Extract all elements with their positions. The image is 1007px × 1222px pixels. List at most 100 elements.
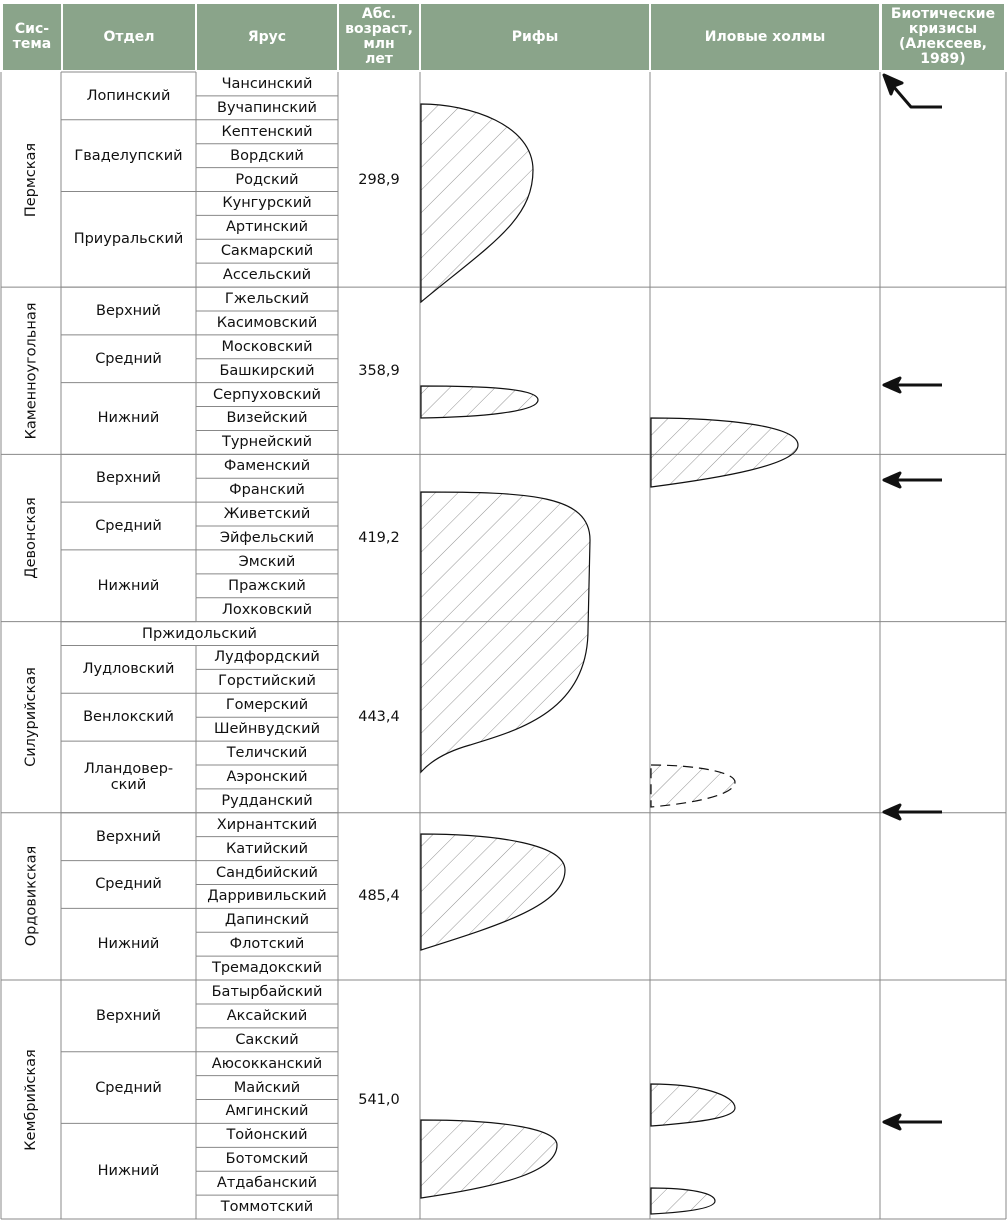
department-cell: Средний	[95, 518, 162, 535]
age-cell: 443,4	[358, 709, 400, 726]
department-cell: Верхний	[96, 302, 161, 319]
stage-cell: Эмский	[238, 553, 296, 570]
stage-cell: Ассельский	[222, 267, 312, 284]
stage-cell: Сандбийский	[216, 864, 318, 881]
department-cell: Лландовер-ский	[83, 760, 174, 793]
stage-cell: Аюсокканский	[211, 1055, 323, 1072]
stage-cell: Живетский	[223, 506, 311, 523]
stage-cell: Дапинский	[224, 912, 310, 929]
reef-shape-ordovician	[420, 833, 566, 951]
stage-cell: Кептенский	[221, 123, 313, 140]
stage-cell: Теличский	[226, 745, 308, 762]
stage-cell: Горстийский	[218, 673, 316, 690]
system-cell: Кембрийская	[23, 1048, 39, 1151]
header-age: Абс. возраст, млн лет	[339, 4, 419, 70]
header-department: Отдел	[63, 4, 195, 70]
stage-cell: Гомерский	[225, 697, 309, 714]
header-stage: Ярус	[197, 4, 337, 70]
department-cell: Приуральский	[73, 231, 184, 248]
stage-cell: Турнейский	[221, 434, 313, 451]
stage-cell: Пражский	[228, 577, 306, 594]
system-cell: Силурийская	[23, 667, 40, 768]
stage-cell: Касимовский	[216, 314, 318, 331]
stage-cell: Эйфельский	[219, 529, 315, 546]
stage-cell: Визейский	[226, 410, 308, 427]
age-cell: 298,9	[358, 171, 400, 188]
mound-shape-silurian	[650, 764, 736, 808]
stage-cell: Катийский	[225, 840, 309, 857]
stage-cell: Лудфордский	[214, 649, 320, 666]
mound-shape-cambrian-2	[650, 1187, 716, 1215]
department-cell: Венлокский	[83, 709, 174, 726]
crisis-arrow-icon	[882, 471, 902, 489]
stage-cell: Батырбайский	[211, 983, 323, 1000]
stage-cell: Вучапинский	[217, 99, 317, 116]
stage-cell: Дарривильский	[207, 888, 327, 905]
system-cell: Каменноугольная	[23, 302, 39, 440]
stage-cell: Вордский	[230, 147, 304, 164]
system-cell: Ордовикская	[23, 846, 39, 947]
stage-cell: Аэронский	[226, 768, 308, 785]
department-cell: Верхний	[96, 470, 161, 487]
stage-cell: Шейнвудский	[213, 721, 321, 738]
system-cell: Пермская	[23, 142, 39, 217]
stage-cell: Башкирский	[219, 362, 315, 379]
department-cell: Средний	[95, 1079, 162, 1096]
stage-cell: Ботомский	[225, 1151, 309, 1168]
header-reefs: Рифы	[421, 4, 649, 70]
reef-shape-permian	[420, 103, 534, 304]
department-cell: Пржидольский	[142, 625, 257, 642]
stage-cell: Атдабанский	[216, 1175, 318, 1192]
stage-cell: Аксайский	[226, 1007, 308, 1024]
stage-cell: Родский	[235, 171, 299, 188]
stage-cell: Серпуховский	[213, 386, 321, 403]
department-cell: Лудловский	[82, 661, 175, 678]
department-cell: Нижний	[97, 1163, 160, 1180]
system-cell: Девонская	[23, 497, 39, 579]
mound-shape-carboniferous	[650, 417, 799, 488]
mound-shape-cambrian-1	[650, 1083, 736, 1127]
crisis-arrow-icon	[882, 1113, 902, 1131]
stage-cell: Амгинский	[225, 1103, 309, 1120]
stage-cell: Майский	[233, 1079, 301, 1096]
stage-cell: Рудданский	[221, 792, 313, 809]
department-cell: Гваделупский	[74, 147, 183, 164]
department-cell: Нижний	[97, 936, 160, 953]
stage-cell: Кунгурский	[222, 195, 312, 212]
age-cell: 419,2	[358, 529, 400, 546]
stage-cell: Томмотский	[220, 1199, 314, 1216]
reef-shape-carboniferous	[420, 385, 539, 419]
department-cell: Верхний	[96, 1007, 161, 1024]
reef-shape-devonian-silurian	[420, 491, 591, 774]
header-biotic-crises: Биотические кризисы (Алексеев, 1989)	[882, 4, 1004, 70]
crisis-arrow-icon	[882, 73, 904, 96]
department-cell: Средний	[95, 876, 162, 893]
stage-cell: Гжельский	[224, 291, 310, 307]
stage-cell: Тремадокский	[211, 960, 323, 977]
age-cell: 485,4	[358, 888, 400, 905]
crisis-arrow-icon	[882, 376, 902, 394]
stage-cell: Чансинский	[221, 75, 313, 92]
stage-cell: Артинский	[225, 219, 309, 236]
header-mud-mounds: Иловые холмы	[651, 4, 879, 70]
stage-cell: Флотский	[229, 936, 305, 953]
age-cell: 541,0	[358, 1091, 400, 1108]
department-cell: Средний	[95, 350, 162, 367]
department-cell: Верхний	[96, 828, 161, 845]
stage-cell: Сакский	[235, 1031, 299, 1048]
department-cell: Нижний	[97, 410, 160, 427]
stage-cell: Тойонский	[226, 1127, 308, 1144]
stage-cell: Лохковский	[221, 601, 313, 618]
stage-cell: Хирнантский	[216, 816, 318, 833]
age-cell: 358,9	[358, 362, 400, 379]
crisis-arrow-icon	[882, 803, 902, 821]
stage-cell: Московский	[221, 338, 313, 355]
stage-cell: Сакмарский	[220, 243, 314, 260]
reef-shape-cambrian	[420, 1119, 558, 1199]
crisis-arrow-icon	[891, 85, 942, 109]
stage-cell: Фаменский	[223, 458, 311, 475]
header-system: Сис-тема	[3, 4, 61, 70]
department-cell: Нижний	[97, 577, 160, 594]
department-cell: Лопинский	[86, 87, 171, 104]
